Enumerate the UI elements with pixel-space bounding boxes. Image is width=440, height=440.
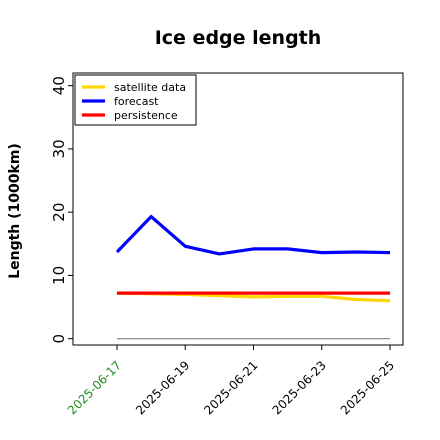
legend-label-satellite-data: satellite data: [114, 81, 186, 94]
x-tick-label: 2025-06-19: [133, 358, 192, 417]
x-tick-label: 2025-06-23: [270, 358, 329, 417]
y-tick-label: 10: [50, 266, 68, 285]
x-axis: 2025-06-17 2025-06-19 2025-06-21 2025-06-23…: [65, 345, 397, 417]
y-tick-label: 40: [50, 76, 68, 95]
y-tick-label: 30: [50, 139, 68, 158]
series-line-forecast: [115, 215, 391, 256]
legend-label-persistence: persistence: [114, 109, 178, 122]
legend-label-forecast: forecast: [114, 95, 159, 108]
y-axis: 0 10 20 30 40: [50, 76, 73, 343]
y-tick-label: 20: [50, 203, 68, 222]
y-axis-label: Length (1000km): [7, 143, 23, 279]
x-tick-label: 2025-06-17: [65, 358, 124, 417]
series-layer: [115, 215, 391, 303]
y-tick-label: 0: [50, 334, 68, 344]
chart-title: Ice edge length: [155, 27, 322, 49]
plot-frame: [72, 72, 404, 346]
x-tick-label: 2025-06-25: [338, 358, 397, 417]
x-tick-label: 2025-06-21: [201, 358, 260, 417]
